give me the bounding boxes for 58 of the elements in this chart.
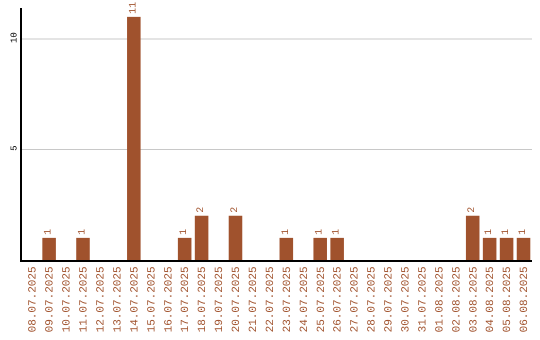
x-tick-label: 20.07.2025	[231, 266, 244, 332]
x-tick-label: 10.07.2025	[62, 266, 74, 332]
bar	[466, 216, 480, 260]
x-tick-label: 31.07.2025	[417, 266, 430, 332]
data-label: 2	[230, 206, 241, 213]
y-tick-label: 5	[9, 145, 20, 151]
data-label: 1	[501, 228, 512, 235]
x-tick-label: 12.07.2025	[96, 266, 108, 332]
x-tick-label: 04.08.2025	[485, 266, 498, 332]
x-tick-label: 06.08.2025	[519, 266, 532, 332]
data-label: 1	[518, 228, 530, 235]
x-tick-label: 21.07.2025	[248, 266, 260, 332]
x-tick-label: 26.07.2025	[332, 266, 345, 332]
x-tick-label: 08.07.2025	[28, 266, 40, 332]
data-label: 1	[280, 228, 292, 235]
x-tick-label: 15.07.2025	[146, 266, 158, 332]
bar	[194, 216, 208, 260]
x-tick-label: 02.08.2025	[451, 266, 464, 332]
bar	[178, 238, 192, 260]
bar	[500, 238, 514, 260]
bar	[76, 238, 90, 260]
data-label: 1	[77, 228, 88, 235]
bar	[516, 238, 530, 260]
data-label: 1	[179, 228, 190, 235]
data-label: 11	[128, 2, 140, 14]
data-label: 1	[314, 228, 326, 235]
y-tick-label: 10	[9, 32, 20, 44]
x-tick-label: 14.07.2025	[129, 266, 142, 332]
x-tick-label: 27.07.2025	[350, 266, 362, 332]
x-tick-label: 11.07.2025	[78, 266, 91, 332]
data-label: 1	[44, 228, 55, 235]
x-tick-label: 01.08.2025	[434, 266, 446, 332]
x-tick-label: 05.08.2025	[502, 266, 514, 332]
x-tick-label: 22.07.2025	[264, 266, 277, 332]
x-tick-label: 17.07.2025	[180, 266, 192, 332]
x-tick-label: 28.07.2025	[366, 266, 379, 332]
data-label: 2	[196, 206, 208, 213]
bar	[313, 238, 327, 260]
x-tick-label: 25.07.2025	[316, 266, 328, 332]
bar	[42, 238, 56, 260]
x-tick-label: 03.08.2025	[468, 266, 480, 332]
bar	[482, 238, 496, 260]
x-tick-label: 16.07.2025	[163, 266, 176, 332]
x-tick-label: 18.07.2025	[197, 266, 210, 332]
data-label: 2	[467, 206, 478, 213]
x-tick-label: 13.07.2025	[112, 266, 124, 332]
x-tick-label: 24.07.2025	[298, 266, 311, 332]
x-tick-label: 09.07.2025	[44, 266, 57, 332]
bar	[127, 16, 141, 260]
x-tick-label: 23.07.2025	[282, 266, 294, 332]
x-tick-label: 30.07.2025	[400, 266, 412, 332]
bar	[330, 238, 344, 260]
bar	[280, 238, 294, 260]
bar	[228, 216, 242, 260]
data-label: 1	[332, 228, 343, 235]
x-tick-label: 29.07.2025	[384, 266, 396, 332]
data-label: 1	[484, 228, 496, 235]
x-tick-label: 19.07.2025	[214, 266, 226, 332]
